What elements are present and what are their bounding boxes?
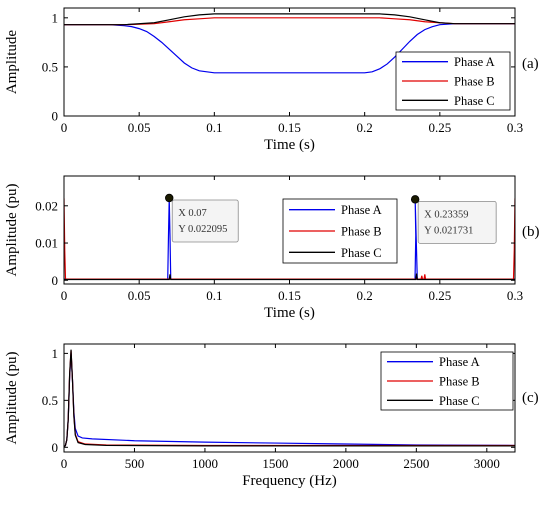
datatip-box (171, 199, 239, 243)
legend: Phase A Phase B Phase C (380, 351, 514, 411)
legend-entry-label: Phase B (454, 75, 495, 89)
x-tick-label: 0.15 (278, 288, 301, 303)
legend-entry-label: Phase A (341, 203, 382, 217)
series-line-phase-a (64, 23, 515, 74)
x-tick-label: 0.1 (206, 288, 222, 303)
y-axis-label: Amplitude (pu) (4, 352, 20, 445)
chart-panel-b: 0 0.05 0.1 0.15 0.2 0.25 0.3 0 0.01 0.02 Time (s) A… (4, 175, 540, 321)
series-line-phase-b (64, 17, 515, 26)
datatip-marker[interactable] (410, 195, 420, 204)
x-tick-label: 0 (61, 288, 68, 303)
y-tick-label: 0.02 (35, 198, 58, 213)
datatip-y-text: Y 0.021731 (424, 225, 473, 236)
datatip-marker[interactable] (165, 193, 174, 203)
chart-panel-a: 0 0.05 0.1 0.15 0.2 0.25 0.3 0 0.5 1 Time (s) Ampli… (4, 7, 539, 153)
x-tick-label: 0.25 (428, 288, 451, 303)
x-tick-label: 500 (125, 456, 145, 471)
y-tick-label: 0.01 (35, 236, 58, 251)
x-tick-label: 0.2 (357, 288, 373, 303)
legend-entry-label: Phase B (439, 375, 480, 389)
x-tick-label: 3000 (474, 456, 500, 471)
legend-entry-label: Phase A (439, 355, 480, 369)
legend-entry-label: Phase A (454, 55, 495, 69)
legend: Phase A Phase B Phase C (282, 198, 398, 264)
y-tick-label: 0 (52, 440, 59, 455)
y-tick-label: 1 (52, 346, 59, 361)
legend-entry-label: Phase B (341, 225, 382, 239)
datatip-x-text: X 0.07 (178, 208, 207, 219)
legend-entry-label: Phase C (341, 246, 382, 260)
x-tick-label: 0.3 (507, 120, 523, 135)
x-tick-label: 0 (61, 456, 68, 471)
x-tick-label: 1500 (262, 456, 288, 471)
datatip-x-text: X 0.23359 (424, 209, 468, 220)
x-tick-label: 0.2 (357, 120, 373, 135)
x-tick-label: 0 (61, 120, 68, 135)
x-tick-label: 0.25 (428, 120, 451, 135)
legend-entry-label: Phase C (439, 394, 480, 408)
legend: Phase A Phase B Phase C (395, 51, 511, 111)
x-tick-label: 0.15 (278, 120, 301, 135)
panel-label: (c) (522, 390, 539, 406)
y-axis-label: Amplitude (pu) (4, 184, 20, 277)
y-tick-label: 0 (52, 273, 59, 288)
y-tick-label: 0 (52, 109, 59, 124)
series-line-phase-c (64, 13, 515, 26)
x-tick-label: 0.05 (128, 120, 151, 135)
legend-entry-label: Phase C (454, 94, 495, 108)
panel-label: (a) (522, 56, 539, 72)
x-tick-label: 0.05 (128, 288, 151, 303)
x-tick-label: 0.1 (206, 120, 222, 135)
y-tick-label: 0.5 (42, 393, 58, 408)
plot-area-frame (63, 343, 516, 453)
y-axis-label: Amplitude (4, 30, 20, 95)
panel-label: (b) (522, 224, 540, 240)
x-tick-label: 1000 (192, 456, 218, 471)
series-line-phase-c (64, 349, 515, 448)
datatip[interactable]: X 0.23359 Y 0.021731 (410, 195, 497, 244)
datatip-y-text: Y 0.022095 (178, 224, 227, 235)
x-axis-label: Time (s) (264, 137, 315, 153)
x-tick-label: 2000 (333, 456, 359, 471)
x-tick-label: 2500 (403, 456, 429, 471)
y-tick-label: 1 (52, 10, 59, 25)
y-tick-label: 0.5 (42, 59, 58, 74)
chart-panel-c: 0 500 1000 1500 2000 2500 3000 0 0.5 1 Frequency (… (4, 343, 539, 489)
datatip[interactable]: X 0.07 Y 0.022095 (165, 193, 239, 243)
x-axis-label: Frequency (Hz) (242, 473, 337, 489)
x-tick-label: 0.3 (507, 288, 523, 303)
series-line-phase-c (64, 273, 515, 281)
x-axis-label: Time (s) (264, 305, 315, 321)
datatip-box (417, 200, 497, 244)
